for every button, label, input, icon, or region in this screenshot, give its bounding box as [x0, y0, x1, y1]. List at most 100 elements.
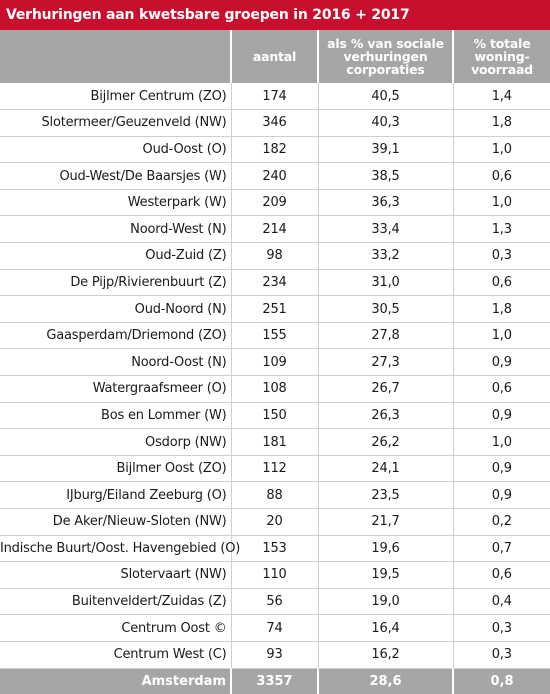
row-pct-total: 0,6: [452, 269, 550, 297]
header-row: aantal als % van sociale verhuringen cor…: [0, 30, 550, 83]
table-row: De Pijp/Rivierenbuurt (Z) 234 31,0 0,6: [0, 269, 550, 297]
row-pct-social: 39,1: [317, 136, 453, 164]
row-count: 108: [230, 375, 318, 403]
row-pct-total: 1,0: [452, 189, 550, 217]
row-count: 110: [230, 561, 318, 589]
row-pct-total: 1,0: [452, 322, 550, 350]
total-row: Amsterdam 3357 28,6 0,8: [0, 668, 550, 694]
row-pct-social: 19,5: [317, 561, 453, 589]
row-pct-total: 1,0: [452, 136, 550, 164]
row-count: 93: [230, 641, 318, 669]
header-pct-social-line1: als % van sociale: [327, 36, 444, 51]
row-pct-social: 33,2: [317, 242, 453, 270]
row-pct-total: 0,3: [452, 614, 550, 642]
row-area: Oud-Oost (O): [0, 136, 231, 164]
table-row: Centrum West (C) 93 16,2 0,3: [0, 641, 550, 669]
header-pct-social-line2: verhuringen: [343, 49, 428, 64]
row-pct-total: 0,2: [452, 508, 550, 536]
row-area: IJburg/Eiland Zeeburg (O): [0, 481, 231, 509]
row-area: Slotermeer/Geuzenveld (NW): [0, 109, 231, 137]
table-row: Bijlmer Centrum (ZO) 174 40,5 1,4: [0, 83, 550, 111]
total-pct-social: 28,6: [317, 668, 453, 694]
row-area: Osdorp (NW): [0, 428, 231, 456]
row-area: Noord-Oost (N): [0, 348, 231, 377]
row-pct-social: 16,2: [317, 641, 453, 669]
table-row: Gaasperdam/Driemond (ZO) 155 27,8 1,0: [0, 322, 550, 350]
row-pct-total: 0,4: [452, 588, 550, 616]
row-count: 20: [230, 508, 318, 536]
table-row: Slotermeer/Geuzenveld (NW) 346 40,3 1,8: [0, 109, 550, 137]
row-pct-total: 1,8: [452, 295, 550, 323]
row-pct-social: 40,5: [317, 83, 453, 111]
header-pct-total: % totale woning- voorraad: [452, 30, 550, 83]
row-pct-total: 0,9: [452, 455, 550, 483]
row-pct-social: 30,5: [317, 295, 453, 323]
row-pct-social: 19,6: [317, 535, 453, 563]
row-pct-total: 0,6: [452, 162, 550, 190]
row-pct-social: 31,0: [317, 269, 453, 297]
row-count: 109: [230, 348, 318, 377]
row-count: 346: [230, 109, 318, 137]
table-row: Oud-West/De Baarsjes (W) 240 38,5 0,6: [0, 162, 550, 190]
row-pct-social: 27,3: [317, 348, 453, 377]
row-pct-social: 36,3: [317, 189, 453, 217]
header-pct-total-line2: woning-: [474, 49, 530, 64]
row-area: Centrum West (C): [0, 641, 231, 669]
row-area: Watergraafsmeer (O): [0, 375, 231, 403]
row-pct-social: 21,7: [317, 508, 453, 536]
row-area: Oud-Zuid (Z): [0, 242, 231, 270]
row-area: Bijlmer Oost (ZO): [0, 455, 231, 483]
row-pct-total: 0,3: [452, 242, 550, 270]
row-pct-total: 0,7: [452, 535, 550, 563]
row-pct-total: 1,3: [452, 215, 550, 244]
row-area: De Aker/Nieuw-Sloten (NW): [0, 508, 231, 536]
total-pct-total: 0,8: [452, 668, 550, 694]
table-row: Osdorp (NW) 181 26,2 1,0: [0, 428, 550, 456]
row-pct-social: 27,8: [317, 322, 453, 350]
table-footer: Amsterdam 3357 28,6 0,8: [0, 668, 550, 694]
row-count: 251: [230, 295, 318, 323]
table-row: De Aker/Nieuw-Sloten (NW) 20 21,7 0,2: [0, 508, 550, 536]
row-count: 112: [230, 455, 318, 483]
table-title: Verhuringen aan kwetsbare groepen in 201…: [0, 0, 550, 30]
row-pct-social: 26,7: [317, 375, 453, 403]
table-row: Oud-Oost (O) 182 39,1 1,0: [0, 136, 550, 164]
row-pct-total: 0,6: [452, 375, 550, 403]
row-pct-social: 40,3: [317, 109, 453, 137]
row-pct-social: 33,4: [317, 215, 453, 244]
row-count: 56: [230, 588, 318, 616]
header-pct-total-line1: % totale: [473, 36, 531, 51]
row-pct-total: 0,6: [452, 561, 550, 589]
row-pct-social: 38,5: [317, 162, 453, 190]
table-row: Indische Buurt/Oost. Havengebied (O) 153 1…: [0, 535, 550, 563]
row-pct-total: 1,4: [452, 83, 550, 111]
row-count: 214: [230, 215, 318, 244]
row-area: Westerpark (W): [0, 189, 231, 217]
table-row: Watergraafsmeer (O) 108 26,7 0,6: [0, 375, 550, 403]
row-pct-social: 24,1: [317, 455, 453, 483]
total-count: 3357: [230, 668, 318, 694]
row-area: Bijlmer Centrum (ZO): [0, 83, 231, 111]
table-row: IJburg/Eiland Zeeburg (O) 88 23,5 0,9: [0, 481, 550, 509]
table-row: Slotervaart (NW) 110 19,5 0,6: [0, 561, 550, 589]
row-area: Indische Buurt/Oost. Havengebied (O): [0, 535, 240, 563]
row-pct-total: 0,3: [452, 641, 550, 669]
row-count: 88: [230, 481, 318, 509]
table-row: Bijlmer Oost (ZO) 112 24,1 0,9: [0, 455, 550, 483]
row-count: 234: [230, 269, 318, 297]
row-pct-social: 16,4: [317, 614, 453, 642]
row-count: 74: [230, 614, 318, 642]
header-pct-total-line3: voorraad: [471, 62, 533, 77]
row-area: Noord-West (N): [0, 215, 231, 244]
data-table: aantal als % van sociale verhuringen cor…: [0, 30, 550, 694]
row-area: Bos en Lommer (W): [0, 402, 231, 430]
row-count: 209: [230, 189, 318, 217]
row-pct-total: 0,9: [452, 402, 550, 430]
table-row: Centrum Oost © 74 16,4 0,3: [0, 614, 550, 642]
table-header: aantal als % van sociale verhuringen cor…: [0, 30, 550, 83]
header-area: [0, 30, 231, 83]
row-area: Gaasperdam/Driemond (ZO): [0, 322, 231, 350]
row-area: Slotervaart (NW): [0, 561, 231, 589]
table-row: Noord-Oost (N) 109 27,3 0,9: [0, 348, 550, 377]
